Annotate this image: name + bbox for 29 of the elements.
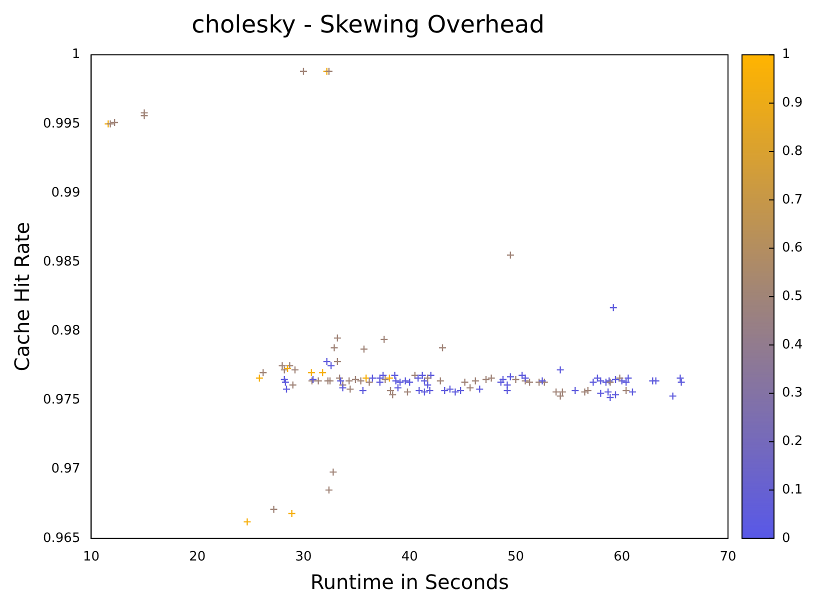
color-bar-label: 0.3 [782, 386, 803, 401]
y-tick-label: 0.985 [43, 254, 80, 270]
y-tick-label: 0.995 [43, 116, 80, 132]
x-tick-label: 50 [507, 550, 524, 565]
x-tick-label: 60 [614, 550, 630, 565]
x-tick-label: 20 [189, 550, 206, 565]
x-tick-label: 30 [295, 550, 312, 565]
x-tick-label: 70 [720, 550, 736, 565]
color-bar-label: 0.1 [782, 482, 803, 498]
color-bar-label: 0.7 [782, 192, 803, 208]
color-bar-label: 1 [782, 47, 790, 62]
color-bar-label: 0.8 [782, 144, 803, 159]
y-tick-label: 1 [72, 47, 80, 62]
x-tick-label: 40 [401, 550, 418, 565]
color-bar-label: 0.9 [782, 96, 803, 111]
y-tick-label: 0.98 [51, 324, 80, 339]
x-tick-label: 10 [82, 550, 100, 565]
y-tick-label: 0.965 [43, 530, 80, 546]
y-tick-label: 0.97 [51, 462, 80, 477]
chart-title: cholesky - Skewing Overhead [192, 10, 544, 39]
x-axis-title: Runtime in Seconds [310, 570, 509, 594]
color-bar-label: 0.6 [782, 240, 803, 256]
y-tick-label: 0.975 [43, 392, 80, 408]
y-axis-title: Cache Hit Rate [10, 222, 34, 372]
color-bar-label: 0.4 [782, 337, 803, 352]
color-bar-label: 0.5 [782, 288, 803, 304]
color-bar-label: 0 [782, 530, 790, 546]
color-bar-label: 0.2 [782, 434, 803, 450]
y-tick-label: 0.99 [51, 185, 80, 200]
